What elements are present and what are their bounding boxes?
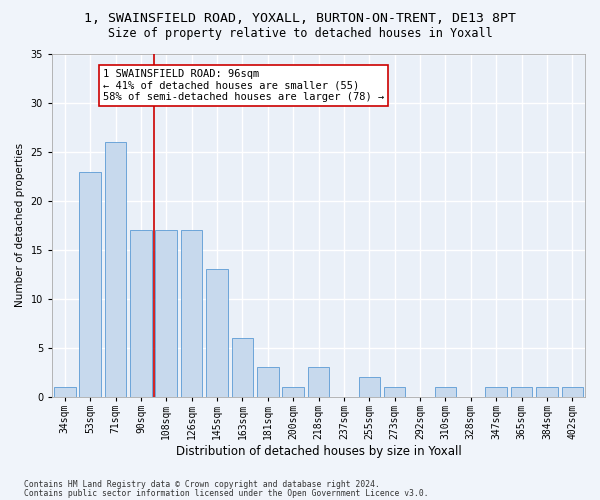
Bar <box>511 387 532 397</box>
Bar <box>536 387 558 397</box>
Bar <box>181 230 202 397</box>
Text: Contains public sector information licensed under the Open Government Licence v3: Contains public sector information licen… <box>24 488 428 498</box>
X-axis label: Distribution of detached houses by size in Yoxall: Distribution of detached houses by size … <box>176 444 461 458</box>
Text: Contains HM Land Registry data © Crown copyright and database right 2024.: Contains HM Land Registry data © Crown c… <box>24 480 380 489</box>
Bar <box>308 368 329 397</box>
Bar <box>206 270 228 397</box>
Text: 1, SWAINSFIELD ROAD, YOXALL, BURTON-ON-TRENT, DE13 8PT: 1, SWAINSFIELD ROAD, YOXALL, BURTON-ON-T… <box>84 12 516 26</box>
Bar <box>485 387 507 397</box>
Bar <box>562 387 583 397</box>
Bar <box>155 230 177 397</box>
Bar <box>232 338 253 397</box>
Bar <box>130 230 152 397</box>
Bar <box>54 387 76 397</box>
Text: Size of property relative to detached houses in Yoxall: Size of property relative to detached ho… <box>107 28 493 40</box>
Text: 1 SWAINSFIELD ROAD: 96sqm
← 41% of detached houses are smaller (55)
58% of semi-: 1 SWAINSFIELD ROAD: 96sqm ← 41% of detac… <box>103 68 384 102</box>
Bar <box>257 368 278 397</box>
Bar <box>105 142 127 397</box>
Bar <box>434 387 456 397</box>
Bar <box>79 172 101 397</box>
Bar <box>359 377 380 397</box>
Bar <box>384 387 406 397</box>
Y-axis label: Number of detached properties: Number of detached properties <box>15 144 25 308</box>
Bar <box>283 387 304 397</box>
